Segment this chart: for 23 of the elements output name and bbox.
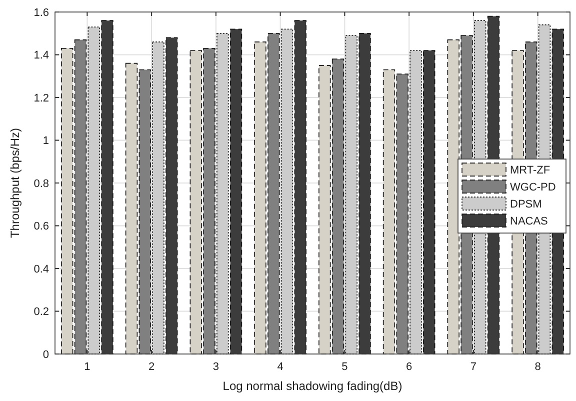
- x-tick-label: 7: [470, 361, 476, 373]
- x-tick-label: 1: [84, 361, 90, 373]
- y-tick-label: 0.6: [34, 220, 49, 233]
- x-tick-label: 4: [277, 361, 284, 373]
- y-tick-label: 1.2: [34, 92, 49, 104]
- x-tick-label: 3: [212, 361, 219, 373]
- y-axis-title: Throughput (bps/Hz): [8, 128, 22, 238]
- y-tick-label: 1.4: [34, 50, 49, 62]
- legend-label: MRT-ZF: [510, 164, 550, 177]
- x-tick-label: 5: [342, 361, 348, 373]
- y-tick-label: 0.4: [34, 263, 49, 276]
- y-tick-label: 0.8: [34, 178, 49, 190]
- y-tick-label: 0.2: [34, 306, 49, 318]
- x-tick-label: 2: [148, 361, 155, 373]
- legend-label: DPSM: [510, 198, 542, 211]
- y-tick-label: 1: [42, 135, 49, 148]
- y-tick-label: 0: [42, 348, 49, 361]
- legend-label: NACAS: [510, 216, 548, 228]
- legend-label: WGC-PD: [510, 182, 556, 194]
- x-axis-title: Log normal shadowing fading(dB): [222, 379, 402, 393]
- y-tick-label: 1.6: [34, 6, 49, 19]
- x-tick-label: 6: [406, 361, 412, 373]
- x-tick-label: 8: [534, 361, 541, 373]
